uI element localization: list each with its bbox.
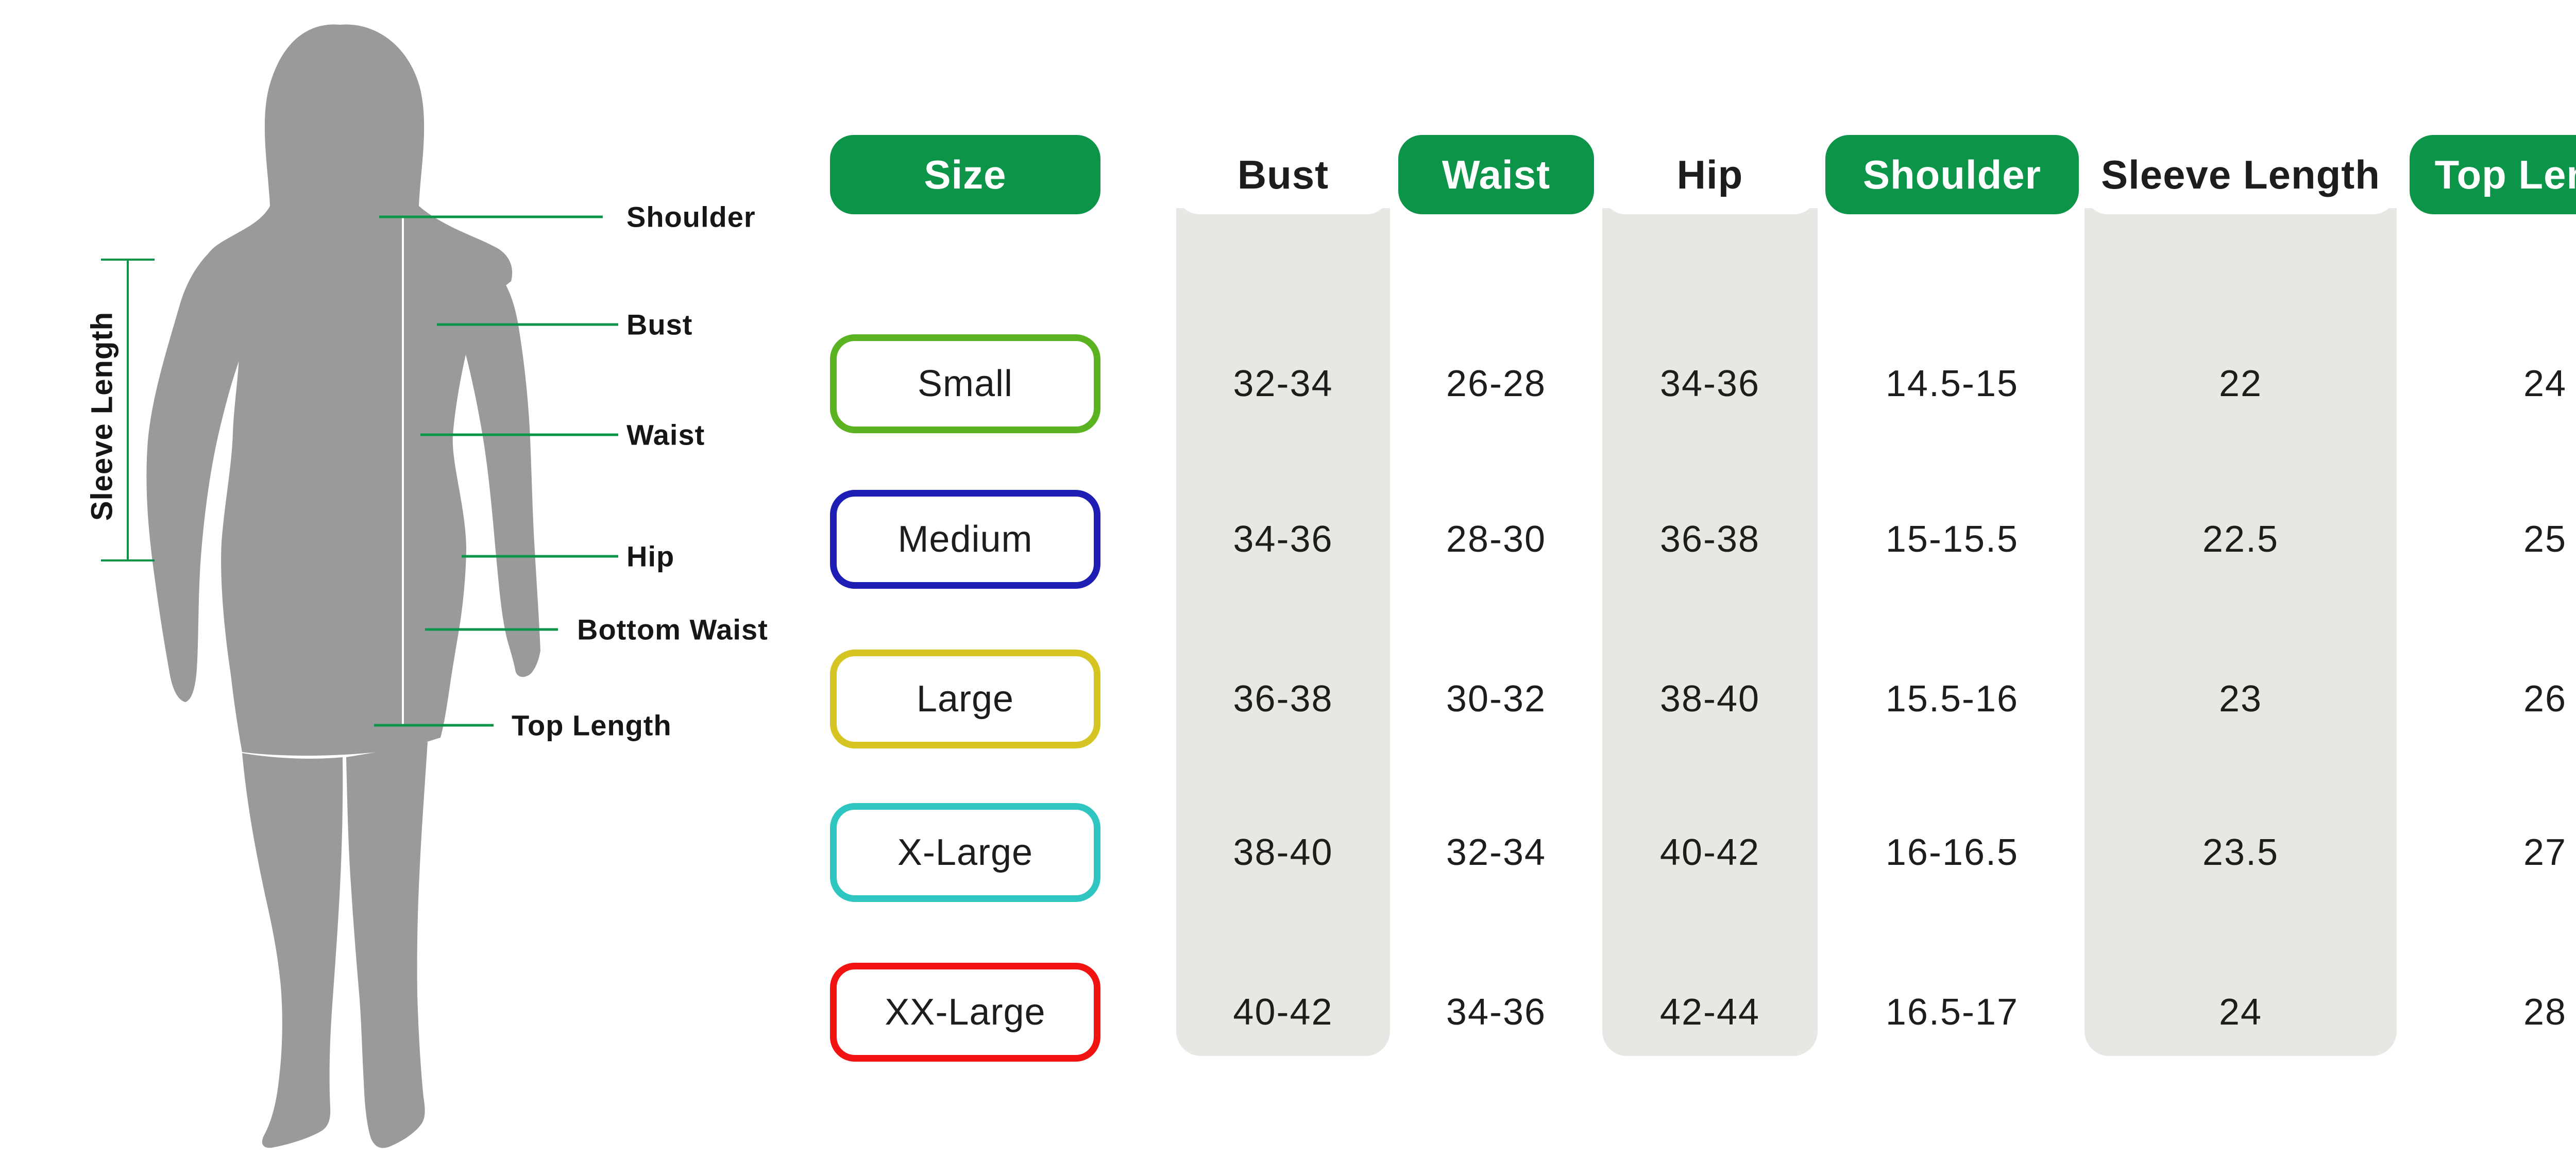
column-header-bust: Bust [1176, 135, 1390, 214]
column-header-size: Size [830, 135, 1100, 214]
cell-shoulder-large: 15.5-16 [1885, 678, 2019, 720]
size-pill-large: Large [830, 650, 1100, 748]
column-header-sleeve-length: Sleeve Length [2084, 135, 2397, 214]
cell-shoulder-x-large: 16-16.5 [1885, 832, 2019, 873]
cell-bust-large: 36-38 [1233, 678, 1333, 720]
left-leg [242, 753, 343, 1148]
cell-hip-medium: 36-38 [1659, 519, 1760, 560]
cell-hip-small: 34-36 [1659, 363, 1760, 404]
cell-toplen-xx-large: 28 [2523, 992, 2567, 1033]
column-size: Size Small Medium Large X-Large XX-Large [830, 0, 1100, 1159]
column-sleeve-length: Sleeve Length 22 22.5 23 23.5 24 [2084, 0, 2397, 1159]
column-header-waist: Waist [1398, 135, 1594, 214]
left-arm [146, 242, 250, 702]
female-body-silhouette [201, 24, 513, 756]
cell-hip-xx-large: 42-44 [1659, 992, 1760, 1033]
cell-sleeve-medium: 22.5 [2202, 519, 2279, 560]
column-bust: Bust 32-34 34-36 36-38 38-40 40-42 [1176, 0, 1390, 1159]
diagram-label-top-length: Top Length [512, 709, 672, 742]
column-hip: Hip 34-36 36-38 38-40 40-42 42-44 [1602, 0, 1818, 1159]
cell-bust-medium: 34-36 [1233, 519, 1333, 560]
diagram-label-bust: Bust [626, 308, 693, 341]
cell-waist-small: 26-28 [1446, 363, 1547, 404]
right-leg [346, 742, 428, 1148]
column-shoulder: Shoulder 14.5-15 15-15.5 15.5-16 16-16.5… [1825, 0, 2079, 1159]
cell-waist-x-large: 32-34 [1446, 832, 1547, 873]
cell-toplen-large: 26 [2523, 678, 2567, 720]
cell-toplen-medium: 25 [2523, 519, 2567, 560]
cell-shoulder-medium: 15-15.5 [1885, 519, 2019, 560]
cell-hip-large: 38-40 [1659, 678, 1760, 720]
column-top-length: Top Length 24 25 26 27 28 [2410, 0, 2576, 1159]
diagram-label-shoulder: Shoulder [626, 200, 756, 233]
cell-bust-xx-large: 40-42 [1233, 992, 1333, 1033]
diagram-label-hip: Hip [626, 540, 675, 573]
cell-toplen-small: 24 [2523, 363, 2567, 404]
column-header-shoulder: Shoulder [1825, 135, 2079, 214]
diagram-label-bottom-waist: Bottom Waist [577, 613, 768, 646]
sleeve-length-column-shade [2084, 208, 2397, 1056]
diagram-label-waist: Waist [626, 418, 705, 451]
cell-bust-small: 32-34 [1233, 363, 1333, 404]
hip-column-shade [1602, 208, 1818, 1056]
cell-sleeve-xx-large: 24 [2218, 992, 2263, 1033]
cell-sleeve-small: 22 [2218, 363, 2263, 404]
cell-shoulder-small: 14.5-15 [1885, 363, 2019, 404]
bust-column-shade [1176, 208, 1390, 1056]
cell-waist-large: 30-32 [1446, 678, 1547, 720]
size-pill-xx-large: XX-Large [830, 963, 1100, 1062]
diagram-label-sleeve-length: Sleeve Length [85, 311, 119, 521]
column-header-hip: Hip [1602, 135, 1818, 214]
column-waist: Waist 26-28 28-30 30-32 32-34 34-36 [1398, 0, 1594, 1159]
cell-sleeve-large: 23 [2218, 678, 2263, 720]
size-pill-small: Small [830, 334, 1100, 433]
cell-toplen-x-large: 27 [2523, 832, 2567, 873]
column-header-top-length: Top Length [2410, 135, 2576, 214]
cell-sleeve-x-large: 23.5 [2202, 832, 2279, 873]
cell-waist-medium: 28-30 [1446, 519, 1547, 560]
cell-hip-x-large: 40-42 [1659, 832, 1760, 873]
cell-bust-x-large: 38-40 [1233, 832, 1333, 873]
right-arm [457, 262, 541, 677]
cell-shoulder-xx-large: 16.5-17 [1885, 992, 2019, 1033]
cell-waist-xx-large: 34-36 [1446, 992, 1547, 1033]
size-pill-x-large: X-Large [830, 803, 1100, 902]
size-pill-medium: Medium [830, 490, 1100, 589]
